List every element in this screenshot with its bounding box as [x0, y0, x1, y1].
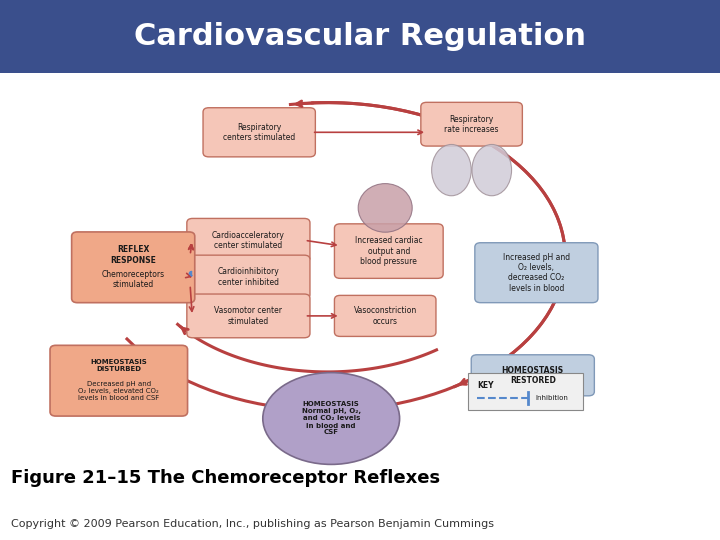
Text: Cardioacceleratory
center stimulated: Cardioacceleratory center stimulated [212, 231, 285, 250]
FancyBboxPatch shape [471, 355, 594, 396]
Text: Cardiovascular Regulation: Cardiovascular Regulation [134, 22, 586, 51]
Text: Respiratory
rate increases: Respiratory rate increases [444, 114, 499, 134]
FancyBboxPatch shape [0, 0, 720, 73]
Text: Inhibition: Inhibition [535, 395, 568, 401]
Ellipse shape [263, 373, 400, 464]
FancyBboxPatch shape [186, 255, 310, 299]
Text: Increased pH and
O₂ levels,
decreased CO₂
levels in blood: Increased pH and O₂ levels, decreased CO… [503, 253, 570, 293]
FancyBboxPatch shape [334, 295, 436, 336]
Text: Cardioinhibitory
center inhibited: Cardioinhibitory center inhibited [217, 267, 279, 287]
Text: KEY: KEY [477, 381, 494, 389]
FancyBboxPatch shape [203, 108, 315, 157]
Text: HOMEOSTASIS
Normal pH, O₂,
and CO₂ levels
in blood and
CSF: HOMEOSTASIS Normal pH, O₂, and CO₂ level… [302, 402, 361, 435]
FancyBboxPatch shape [468, 373, 583, 410]
Text: Increased cardiac
output and
blood pressure: Increased cardiac output and blood press… [355, 236, 423, 266]
Text: Vasoconstriction
occurs: Vasoconstriction occurs [354, 306, 417, 326]
FancyBboxPatch shape [50, 346, 187, 416]
Ellipse shape [472, 144, 512, 195]
Ellipse shape [359, 184, 413, 232]
Ellipse shape [432, 144, 472, 195]
Text: Figure 21–15 The Chemoreceptor Reflexes: Figure 21–15 The Chemoreceptor Reflexes [11, 469, 440, 487]
Text: HOMEOSTASIS
RESTORED: HOMEOSTASIS RESTORED [502, 366, 564, 385]
Text: HOMEOSTASIS
DISTURBED: HOMEOSTASIS DISTURBED [91, 359, 147, 372]
Text: Vasomotor center
stimulated: Vasomotor center stimulated [215, 306, 282, 326]
FancyBboxPatch shape [186, 294, 310, 338]
Text: REFLEX
RESPONSE: REFLEX RESPONSE [110, 245, 156, 265]
FancyBboxPatch shape [334, 224, 444, 279]
Text: Chemoreceptors
stimulated: Chemoreceptors stimulated [102, 270, 165, 289]
FancyBboxPatch shape [420, 102, 523, 146]
FancyBboxPatch shape [475, 243, 598, 302]
Text: Respiratory
centers stimulated: Respiratory centers stimulated [223, 123, 295, 142]
FancyBboxPatch shape [72, 232, 194, 302]
Text: Decreased pH and
O₂ levels, elevated CO₂
levels in blood and CSF: Decreased pH and O₂ levels, elevated CO₂… [78, 381, 159, 401]
Text: Copyright © 2009 Pearson Education, Inc., publishing as Pearson Benjamin Cumming: Copyright © 2009 Pearson Education, Inc.… [11, 519, 494, 529]
FancyBboxPatch shape [186, 218, 310, 262]
